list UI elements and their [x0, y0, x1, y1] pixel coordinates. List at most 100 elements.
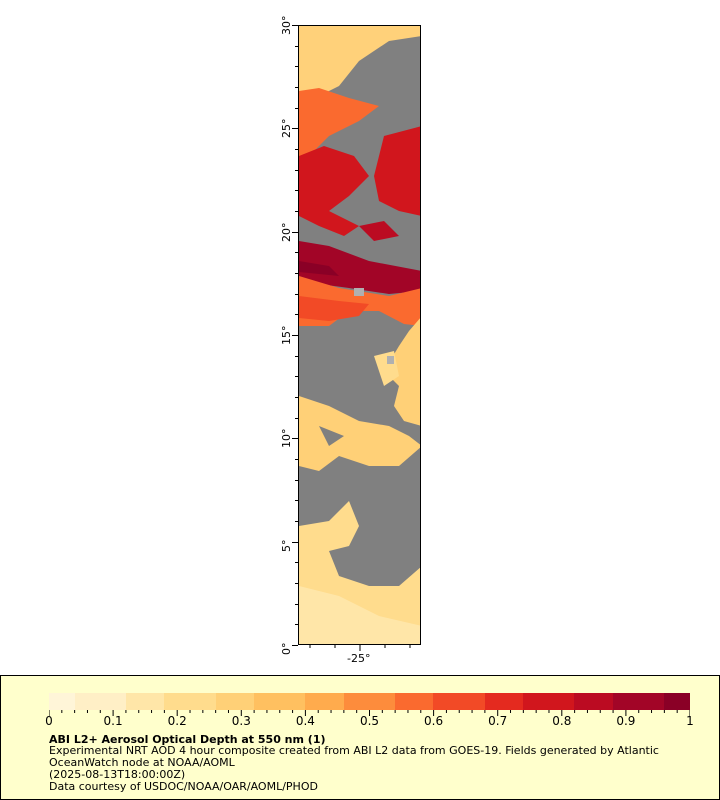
- colorbar-segment: [459, 693, 472, 710]
- lat-minor-tick: [295, 397, 298, 398]
- lat-tick: [292, 645, 298, 646]
- lat-minor-tick: [295, 417, 298, 419]
- colorbar-segment: [599, 693, 613, 710]
- colorbar-segment: [561, 693, 575, 710]
- colorbar-label: 0.8: [552, 714, 572, 728]
- lat-minor-tick: [295, 252, 298, 254]
- colorbar-segment: [433, 693, 447, 710]
- colorbar-segment: [587, 693, 600, 710]
- lat-tick: [292, 438, 298, 440]
- colorbar-segment: [292, 693, 306, 710]
- colorbar-segment: [305, 693, 319, 710]
- lat-minor-tick: [295, 107, 298, 109]
- lat-minor-tick: [295, 45, 298, 47]
- colorbar-segment: [330, 693, 344, 710]
- colorbar-label: 0.1: [103, 714, 123, 728]
- colorbar-segment: [394, 693, 408, 710]
- lat-tick: [292, 128, 298, 130]
- lon-ticks: [309, 645, 411, 651]
- colorbar-segment: [125, 693, 139, 710]
- lat-minor-tick: [295, 190, 298, 192]
- lat-minor-tick: [295, 211, 298, 212]
- colorbar-segment: [138, 693, 152, 710]
- colorbar-label: 0.6: [424, 714, 444, 728]
- lat-tick: [292, 231, 298, 233]
- colorbar-segment: [625, 693, 639, 710]
- colorbar-segment: [151, 693, 165, 710]
- colorbar-segment: [548, 693, 562, 710]
- legend-description-line2: OceanWatch node at NOAA/AOML: [49, 756, 235, 769]
- lat-minor-tick: [295, 459, 298, 460]
- colorbar-ticks: [49, 710, 690, 716]
- legend-panel: 0 0.1 0.2 0.3 0.4 0.5 0.6 0.7 0.8 0.9 1 ABI L2+ Ae…: [0, 675, 720, 800]
- colorbar-segment: [279, 693, 293, 710]
- colorbar-segment: [202, 693, 216, 710]
- colorbar-segment: [484, 693, 498, 710]
- colorbar-segment: [215, 693, 229, 710]
- aod-map-field: [299, 26, 420, 644]
- lat-minor-tick: [295, 376, 298, 378]
- colorbar-segment: [497, 693, 511, 710]
- legend-timestamp: (2025-08-13T18:00:00Z): [49, 768, 186, 781]
- colorbar-segment: [471, 693, 485, 710]
- colorbar-segment: [189, 693, 203, 710]
- lat-minor-tick: [295, 355, 298, 357]
- colorbar-segment: [574, 693, 588, 710]
- lat-minor-tick: [295, 314, 298, 316]
- colorbar-label: 0.5: [359, 714, 380, 728]
- colorbar-segment: [254, 693, 267, 710]
- colorbar-segment: [523, 693, 536, 710]
- colorbar-segment: [676, 693, 690, 710]
- colorbar-segment: [228, 693, 242, 710]
- lon-label-25w: -25°: [347, 652, 371, 665]
- colorbar-label: 0.4: [295, 714, 315, 728]
- colorbar-segment: [61, 693, 75, 710]
- colorbar-segment: [318, 693, 331, 710]
- colorbar-segment: [638, 693, 652, 710]
- colorbar-segment: [164, 693, 178, 710]
- colorbar-segment: [369, 693, 383, 710]
- colorbar-segment: [446, 693, 459, 710]
- colorbar-segment: [343, 693, 357, 710]
- colorbar-label: 0.7: [488, 714, 508, 728]
- colorbar-segment: [510, 693, 524, 710]
- lat-minor-tick: [295, 521, 298, 522]
- colorbar-label: 1: [686, 714, 694, 728]
- legend-description-line1: Experimental NRT AOD 4 hour composite cr…: [49, 744, 659, 757]
- colorbar-segment: [420, 693, 434, 710]
- colorbar-segment: [266, 693, 280, 710]
- colorbar-label: 0.9: [616, 714, 636, 728]
- lat-minor-tick: [295, 169, 298, 171]
- colorbar-label: 0.3: [231, 714, 251, 728]
- lat-tick: [292, 335, 298, 336]
- lat-minor-tick: [295, 293, 298, 295]
- colorbar-segment: [407, 693, 421, 710]
- lat-minor-tick: [295, 149, 298, 150]
- lat-minor-tick: [295, 87, 298, 88]
- colorbar-segment: [356, 693, 370, 710]
- colorbar-segment: [177, 693, 190, 710]
- colorbar-segment: [535, 693, 549, 710]
- lat-minor-tick: [295, 583, 298, 584]
- lat-tick: [292, 25, 298, 26]
- aod-map: [298, 25, 421, 645]
- aod-colorbar: [49, 693, 690, 710]
- colorbar-segment: [382, 693, 395, 710]
- lat-minor-tick: [295, 66, 298, 68]
- lat-minor-tick: [295, 562, 298, 564]
- colorbar-label: 0: [45, 714, 53, 728]
- lat-tick: [292, 541, 298, 543]
- colorbar-segment: [100, 693, 114, 710]
- lat-minor-tick: [295, 273, 298, 274]
- lat-minor-tick: [295, 603, 298, 605]
- lat-minor-tick: [295, 479, 298, 481]
- colorbar-segment: [612, 693, 626, 710]
- lat-minor-tick: [295, 500, 298, 502]
- lat-minor-tick: [295, 624, 298, 626]
- legend-title: ABI L2+ Aerosol Optical Depth at 550 nm …: [49, 733, 326, 746]
- colorbar-segment: [241, 693, 254, 710]
- colorbar-segment: [74, 693, 88, 710]
- colorbar-segment: [87, 693, 101, 710]
- colorbar-segment: [113, 693, 126, 710]
- colorbar-segment: [651, 693, 664, 710]
